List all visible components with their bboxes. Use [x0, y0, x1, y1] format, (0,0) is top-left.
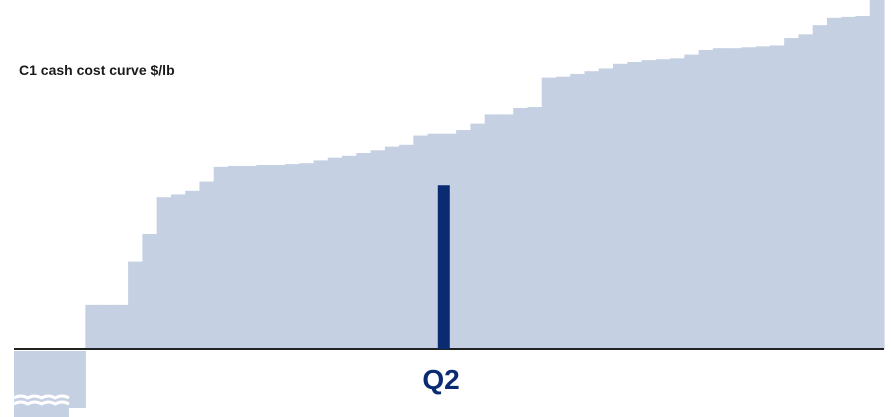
- cost-bar-7: [113, 304, 129, 349]
- cost-bar-2: [42, 351, 58, 409]
- cost-bar-44: [641, 60, 657, 350]
- cost-bar-57: [826, 17, 842, 350]
- cost-bar-22: [327, 157, 343, 349]
- bars-group: [14, 0, 885, 409]
- cost-bar-28: [413, 135, 429, 349]
- cost-bar-12: [185, 190, 201, 349]
- cost-bar-16: [242, 165, 258, 349]
- cost-bar-1: [28, 351, 44, 409]
- axis-break-mark-1: [13, 400, 70, 406]
- cost-bar-31: [456, 130, 471, 349]
- cost-bar-9: [142, 234, 158, 349]
- cost-bar-54: [784, 38, 800, 349]
- cost-bar-40: [584, 71, 600, 349]
- cost-bar-52: [755, 46, 771, 349]
- cost-bar-26: [384, 146, 400, 349]
- cost-bar-60: [869, 0, 885, 350]
- cost-bar-37: [541, 77, 557, 349]
- axis-break-mark-0: [13, 394, 70, 400]
- cost-bar-55: [798, 34, 814, 350]
- cost-bar-11: [170, 194, 186, 349]
- cost-bar-35: [513, 107, 529, 350]
- cost-bar-48: [698, 50, 714, 349]
- cost-bar-18: [270, 165, 286, 349]
- cost-bar-47: [684, 54, 700, 349]
- axis-break-marks: [13, 394, 70, 417]
- cost-bar-10: [156, 197, 172, 349]
- cost-bar-17: [256, 165, 272, 349]
- cost-bar-stub-1: [28, 406, 44, 417]
- cost-bar-stub-0: [14, 406, 29, 417]
- cost-bar-24: [356, 153, 372, 349]
- cost-bar-13: [199, 181, 215, 349]
- cost-bar-25: [370, 150, 386, 349]
- cost-bar-42: [613, 63, 628, 350]
- cost-bar-51: [741, 47, 757, 350]
- cost-bar-14: [213, 166, 229, 349]
- cost-bar-56: [812, 25, 828, 349]
- cost-bar-45: [655, 59, 671, 349]
- cost-bar-50: [727, 48, 742, 349]
- cost-bar-27: [399, 144, 414, 349]
- cost-bar-23: [342, 155, 357, 349]
- cost-bar-43: [627, 61, 643, 350]
- cost-bar-58: [841, 16, 857, 349]
- cost-bar-stub-3: [56, 406, 69, 417]
- chart-title: C1 cash cost curve $/lb: [19, 62, 175, 78]
- cost-bar-15: [227, 165, 243, 349]
- cost-bar-20: [299, 163, 315, 349]
- cost-bar-41: [598, 68, 614, 350]
- cost-bar-49: [712, 48, 728, 349]
- cost-bar-38: [555, 76, 571, 350]
- cost-bar-stub-2: [42, 406, 58, 417]
- cost-bar-0: [14, 351, 29, 409]
- cost-bar-36: [527, 107, 543, 349]
- cost-bar-39: [570, 73, 586, 350]
- cost-bar-59: [855, 15, 871, 350]
- cost-bar-32: [470, 123, 486, 349]
- q2-highlight-bar: [437, 185, 450, 349]
- cost-bar-19: [284, 164, 300, 349]
- cost-bar-3: [56, 351, 72, 409]
- cost-bar-21: [313, 160, 329, 349]
- cost-bar-53: [769, 45, 785, 350]
- cost-bar-46: [670, 58, 685, 349]
- cost-bar-4: [71, 351, 86, 409]
- cost-bar-5: [85, 304, 101, 349]
- cost-bar-6: [99, 304, 115, 349]
- cost-bar-8: [128, 261, 143, 349]
- q2-label: Q2: [422, 364, 460, 395]
- cost-bar-34: [498, 114, 514, 350]
- cost-bar-33: [484, 114, 500, 350]
